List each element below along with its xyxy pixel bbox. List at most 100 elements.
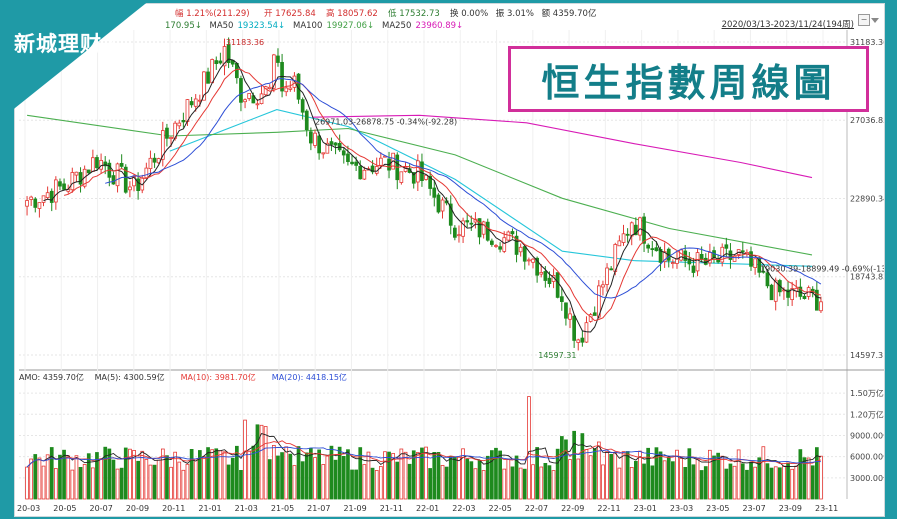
chart-menu-button[interactable]: − bbox=[858, 14, 870, 26]
volume-bar bbox=[329, 445, 334, 500]
candle-body bbox=[535, 257, 540, 276]
candle-body bbox=[243, 99, 247, 103]
ma-legend-item: 23960.89↓ bbox=[416, 21, 464, 31]
dropdown-arrow-icon[interactable] bbox=[871, 18, 879, 23]
candle-body bbox=[625, 233, 630, 236]
volume-bar bbox=[308, 447, 313, 500]
volume-bar bbox=[115, 468, 120, 500]
volume-bar bbox=[411, 450, 416, 500]
candle-body bbox=[91, 157, 95, 172]
volume-bar bbox=[177, 461, 182, 500]
volume-bar bbox=[37, 457, 42, 500]
candle-body bbox=[802, 295, 807, 299]
amo-legend-item: MA(5): 4300.59亿 bbox=[95, 372, 165, 382]
candle-body bbox=[609, 268, 614, 271]
volume-bar bbox=[420, 447, 424, 500]
candle-body bbox=[662, 251, 667, 262]
volume-bar bbox=[239, 469, 243, 500]
volume-bar bbox=[790, 468, 795, 500]
header-stat: 高 18057.62 bbox=[326, 8, 378, 19]
candle-body bbox=[214, 60, 219, 64]
x-tick-label: 21-07 bbox=[307, 504, 330, 513]
candle-body bbox=[580, 337, 585, 343]
candle-body bbox=[724, 244, 729, 249]
volume-bar bbox=[91, 467, 95, 500]
ma-legend-item: MA100 bbox=[293, 21, 322, 31]
title-box: 恒生指數周線圖 bbox=[508, 46, 869, 112]
up-arrow-icon: ⇧ bbox=[105, 39, 118, 55]
y-tick-label: 31183.36 bbox=[850, 38, 884, 47]
volume-bar bbox=[642, 463, 646, 500]
volume-bar bbox=[473, 468, 478, 500]
volume-bar bbox=[555, 448, 560, 500]
candle-body bbox=[341, 150, 346, 156]
candle-body bbox=[181, 120, 186, 123]
volume-bar bbox=[703, 466, 708, 500]
volume-bar bbox=[160, 448, 165, 500]
volume-bar bbox=[403, 451, 408, 500]
x-tick-label: 23-05 bbox=[706, 504, 729, 513]
candle-body bbox=[457, 234, 461, 237]
candle-body bbox=[33, 198, 38, 208]
candle-body bbox=[564, 302, 568, 319]
candle-body bbox=[720, 246, 725, 263]
candle-body bbox=[148, 157, 153, 170]
candle-body bbox=[247, 93, 251, 99]
series-line-ma250 bbox=[312, 114, 813, 179]
volume-bar bbox=[522, 468, 527, 500]
volume-bar bbox=[547, 465, 552, 500]
volume-bar bbox=[255, 424, 260, 500]
volume-bar bbox=[119, 467, 124, 500]
candle-body bbox=[54, 179, 58, 203]
candle-body bbox=[621, 233, 626, 243]
candle-body bbox=[193, 98, 198, 107]
volume-bar bbox=[560, 436, 564, 500]
volume-bar bbox=[646, 447, 651, 500]
candle-body bbox=[543, 271, 548, 281]
candle-body bbox=[424, 174, 428, 180]
candle-body bbox=[568, 313, 572, 320]
candle-body bbox=[308, 131, 313, 144]
candle-body bbox=[255, 103, 260, 106]
date-range-label[interactable]: 2020/03/13-2023/11/24(194周) bbox=[721, 20, 854, 30]
volume-bar bbox=[86, 453, 91, 500]
volume-bar bbox=[247, 450, 251, 500]
x-tick-label: 22-01 bbox=[416, 504, 439, 513]
volume-bar bbox=[597, 441, 601, 500]
candle-body bbox=[350, 161, 354, 165]
candle-body bbox=[539, 271, 544, 275]
candle-body bbox=[49, 190, 54, 203]
volume-bar bbox=[358, 447, 363, 500]
candle-body bbox=[740, 250, 745, 253]
candle-body bbox=[317, 135, 322, 154]
volume-bar bbox=[477, 459, 482, 500]
volume-bar bbox=[399, 448, 404, 500]
candle-body bbox=[276, 55, 280, 63]
series-line-ma100 bbox=[27, 114, 813, 256]
volume-bar bbox=[481, 470, 486, 500]
candle-body bbox=[346, 153, 350, 162]
candle-body bbox=[284, 87, 289, 93]
candle-body bbox=[239, 78, 243, 103]
candle-body bbox=[206, 71, 210, 84]
volume-bar bbox=[592, 448, 597, 500]
candle-body bbox=[411, 172, 416, 184]
volume-bar bbox=[625, 451, 630, 500]
volume-bar bbox=[41, 465, 46, 500]
candle-body bbox=[819, 301, 823, 312]
candle-body bbox=[210, 59, 214, 84]
volume-bar bbox=[740, 463, 745, 500]
x-tick-label: 20-07 bbox=[90, 504, 113, 513]
volume-bar bbox=[695, 458, 700, 500]
candle-body bbox=[452, 227, 457, 238]
current-annotation: 19030.39-18899.49 -0.69%(-130.90) bbox=[760, 264, 884, 273]
y-tick-label: 22890.34 bbox=[850, 194, 884, 203]
candle-body bbox=[45, 192, 50, 198]
candle-body bbox=[773, 279, 778, 302]
volume-bar bbox=[337, 446, 342, 500]
volume-bar bbox=[662, 460, 667, 500]
x-tick-label: 22-03 bbox=[452, 504, 475, 513]
candle-body bbox=[679, 249, 683, 261]
volume-bar bbox=[99, 458, 103, 500]
volume-bar bbox=[189, 448, 194, 500]
